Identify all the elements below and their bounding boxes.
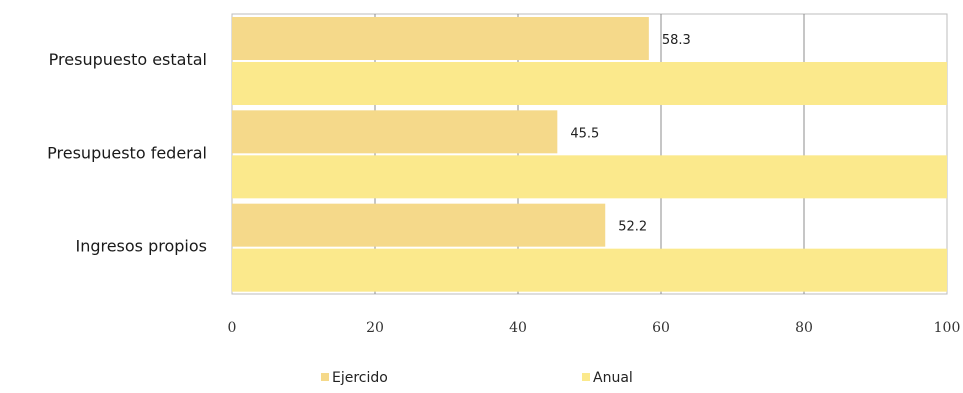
bar-ejercido-presupuesto-estatal <box>232 17 649 60</box>
legend-label-anual: Anual <box>593 370 633 386</box>
bar-anual-presupuesto-federal <box>232 155 947 199</box>
data-label-presupuesto-estatal: 58.3 <box>662 33 691 48</box>
category-label-ingresos-propios: Ingresos propios <box>75 237 207 256</box>
x-tick-label-0: 0 <box>228 320 237 336</box>
bars <box>232 17 947 292</box>
category-label-presupuesto-federal: Presupuesto federal <box>47 143 207 162</box>
legend-swatch-anual <box>582 373 590 381</box>
x-tick-label-40: 40 <box>509 320 527 336</box>
plot-area <box>231 13 948 295</box>
category-labels: Presupuesto estatal Presupuesto federal In… <box>47 50 207 256</box>
x-tick-label-20: 20 <box>366 320 384 336</box>
bar-ejercido-ingresos-propios <box>232 203 606 247</box>
bar-ejercido-presupuesto-federal <box>232 110 558 154</box>
gridlines <box>374 14 805 294</box>
x-tick-label-100: 100 <box>934 320 961 336</box>
legend: Ejercido Anual <box>321 370 633 386</box>
x-tick-labels: 0 20 40 60 80 100 <box>228 320 961 336</box>
legend-label-ejercido: Ejercido <box>332 370 388 386</box>
bar-anual-presupuesto-estatal <box>232 62 947 105</box>
data-label-ingresos-propios: 52.2 <box>618 220 647 235</box>
legend-swatch-ejercido <box>321 373 329 381</box>
bar-anual-ingresos-propios <box>232 248 947 292</box>
x-tick-label-60: 60 <box>652 320 670 336</box>
data-label-presupuesto-federal: 45.5 <box>570 126 599 141</box>
data-labels: 58.3 45.5 52.2 <box>570 33 690 235</box>
x-tick-label-80: 80 <box>795 320 813 336</box>
category-label-presupuesto-estatal: Presupuesto estatal <box>49 50 207 69</box>
